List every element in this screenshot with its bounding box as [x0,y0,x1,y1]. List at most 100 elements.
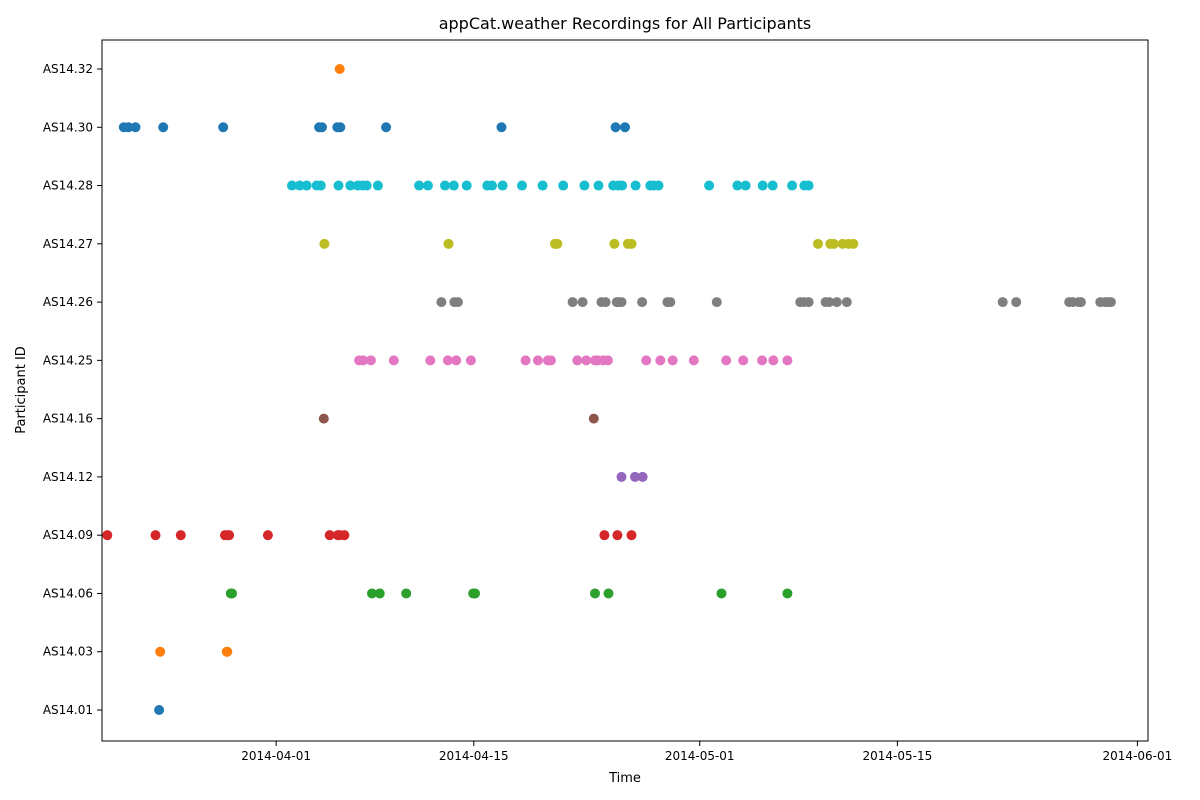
data-point [324,530,335,541]
data-point [620,122,630,133]
data-point [470,588,480,599]
data-point [757,180,768,191]
data-point [154,705,165,715]
data-point [572,355,583,366]
data-point [616,471,627,482]
data-point [667,355,678,366]
data-point [333,180,344,191]
data-point [155,646,166,657]
data-point [688,355,699,366]
data-point [224,530,235,541]
y-tick-label: AS14.12 [43,470,93,484]
data-point [414,180,425,191]
data-point [603,588,614,599]
chart-title: appCat.weather Recordings for All Partic… [439,14,812,33]
data-point [520,355,531,366]
y-tick-label: AS14.30 [43,120,93,134]
data-point [848,238,859,249]
data-point [367,588,377,599]
data-point [599,530,610,541]
data-point [401,588,412,599]
data-point [655,355,666,366]
data-point [757,355,768,366]
data-point [732,180,743,191]
data-point [448,180,459,191]
data-point [130,122,141,133]
data-point [828,238,839,249]
data-point [335,122,346,133]
data-point [487,180,497,191]
y-tick-label: AS14.28 [43,179,93,193]
data-point [782,588,793,599]
data-point [422,180,433,191]
data-point [997,297,1008,308]
x-tick-label: 2014-06-01 [1103,749,1173,763]
data-point [581,355,592,366]
data-point [287,180,297,191]
data-point [1075,297,1086,308]
y-tick-label: AS14.01 [43,703,93,717]
data-point [339,530,350,541]
data-point [158,122,169,133]
data-point [123,122,134,133]
data-point [442,355,453,366]
data-points [102,64,1116,715]
data-point [558,180,569,191]
data-point [841,297,852,308]
data-point [612,530,623,541]
data-point [1105,297,1116,308]
data-point [711,297,722,308]
data-point [630,471,640,482]
data-point [294,180,305,191]
data-point [358,355,369,366]
data-point [227,588,237,599]
data-point [617,180,628,191]
data-point [443,238,454,249]
data-point [496,122,507,133]
data-point [738,355,749,366]
data-point [102,530,113,541]
data-point [626,530,637,541]
data-point [388,355,399,366]
y-tick-label: AS14.16 [43,412,93,426]
data-point [653,180,664,191]
data-point [782,355,793,366]
data-point [704,180,715,191]
data-point [831,297,842,308]
data-point [315,180,326,191]
y-tick-label: AS14.25 [43,353,93,367]
y-axis: AS14.01 AS14.03 AS14.06 AS14.09 AS14.12 AS14.… [43,62,102,717]
data-point [436,297,447,308]
data-point [517,180,527,191]
data-point [461,180,472,191]
data-point [552,238,563,249]
data-point [218,122,229,133]
data-point [537,180,548,191]
y-tick-label: AS14.27 [43,237,93,251]
data-point [451,355,462,366]
data-point [532,355,543,366]
data-point [567,297,578,308]
x-axis-label: Time [608,771,641,786]
y-tick-label: AS14.03 [43,645,93,659]
data-point [222,646,233,657]
data-point [579,180,590,191]
data-point [716,588,727,599]
data-point [465,355,476,366]
data-point [301,180,312,191]
data-point [600,297,611,308]
data-point [497,180,508,191]
data-point [616,297,627,308]
data-point [610,122,621,133]
y-tick-label: AS14.32 [43,62,93,76]
data-point [637,297,648,308]
data-point [175,530,186,541]
data-point [803,297,814,308]
data-point [150,530,161,541]
data-point [361,180,372,191]
data-point [803,180,814,191]
x-axis: 2014-04-01 2014-04-15 2014-05-01 2014-05-15… [241,741,1172,763]
data-point [721,355,732,366]
x-tick-label: 2014-05-15 [863,749,933,763]
y-axis-label: Participant ID [14,346,29,434]
